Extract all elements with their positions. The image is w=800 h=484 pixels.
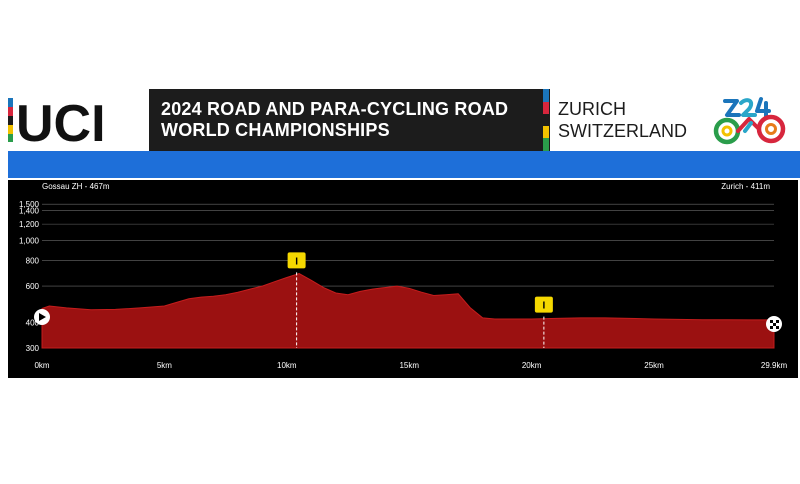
y-tick-label: 1,400 [19,206,40,215]
rainbow-stripe-blue [8,98,13,107]
rainbow-bar [543,89,549,151]
rainbow-stripe-green [8,134,13,142]
uci-logo: UCI [8,95,106,151]
marker-label: I [542,301,545,312]
event-title-line1: 2024 ROAD AND PARA-CYCLING ROAD [161,99,509,119]
start-play-icon [34,309,50,325]
x-tick-label: 20km [522,361,542,370]
x-tick-label: 15km [399,361,419,370]
elevation-profile-area [41,273,775,349]
intermediate-sprint-marker: I [287,252,306,348]
host-city: ZURICH [558,99,626,119]
zurich-2024-logo [713,97,786,145]
marker-label: I [295,256,298,267]
rainbow-stripe-red [8,107,13,116]
host-country: SWITZERLAND [558,121,688,141]
x-tick-label: 29.9km [761,361,788,370]
x-tick-labels: 0km 5km 10km 15km 20km 25km 29.9km [34,361,787,370]
y-tick-label: 400 [26,318,40,327]
x-tick-label: 0km [34,361,49,370]
start-location-label: Gossau ZH - 467m [42,182,110,191]
intermediate-sprint-marker: I [534,296,553,348]
event-title-line2: WORLD CHAMPIONSHIPS [161,120,390,140]
y-tick-label: 600 [26,282,40,291]
finish-flag-icon [766,316,782,332]
x-tick-label: 10km [277,361,297,370]
x-tick-label: 25km [644,361,664,370]
event-title-block: 2024 ROAD AND PARA-CYCLING ROAD WORLD CH… [149,89,550,151]
rainbow-stripe-black [8,116,13,125]
rainbow-stripe-yellow [8,125,13,134]
y-tick-label: 800 [26,256,40,265]
y-tick-label: 1,500 [19,200,40,209]
intermediate-markers: II [287,252,553,348]
header-banner: UCI 2024 ROAD AND PARA-CYCLING ROAD WORL… [8,89,800,151]
accent-band [8,151,800,178]
y-tick-label: 300 [26,344,40,353]
y-tick-label: 1,000 [19,236,40,245]
y-tick-label: 1,200 [19,220,40,229]
x-tick-label: 5km [157,361,172,370]
uci-wordmark: UCI [16,95,106,151]
finish-location-label: Zurich - 411m [721,182,770,191]
